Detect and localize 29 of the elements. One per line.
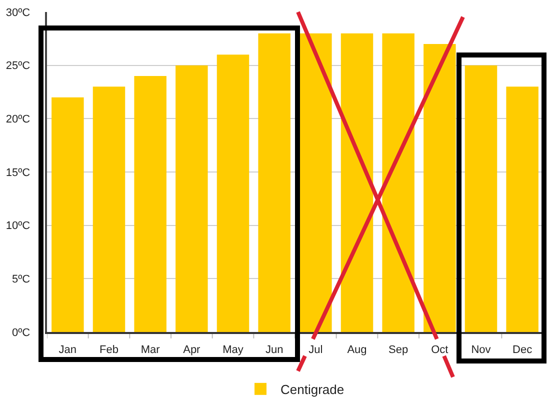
y-tick-label: 25ºC — [6, 60, 30, 72]
bar — [216, 54, 250, 332]
bar — [258, 33, 290, 332]
y-tick-label: 10ºC — [6, 220, 30, 232]
bar — [92, 86, 126, 332]
bar — [176, 65, 208, 332]
x-tick-label: Sep — [388, 344, 408, 356]
bar — [340, 33, 374, 332]
x-tick-label: Jan — [58, 344, 77, 356]
y-tick-label: 20ºC — [6, 114, 30, 126]
y-tick-label: 15ºC — [6, 166, 30, 179]
y-tick-label: 0ºC — [12, 326, 30, 339]
x-tick-label: Aug — [347, 344, 367, 356]
legend-label: Centigrade — [280, 382, 344, 397]
x-tick-label: Feb — [100, 344, 118, 356]
x-tick-label: Oct — [431, 344, 448, 356]
x-tick-label: Mar — [140, 344, 160, 356]
bar — [382, 33, 414, 332]
x-tick-label: Jun — [265, 344, 284, 356]
x-tick-label: Dec — [512, 344, 533, 356]
y-tick-label: 30ºC — [6, 6, 30, 19]
x-tick-label: Jul — [308, 344, 323, 356]
x-tick-label: Apr — [183, 344, 201, 356]
y-tick-label: 5ºC — [12, 274, 30, 286]
bar — [134, 76, 166, 332]
bar — [300, 33, 332, 332]
x-tick-label: Nov — [471, 344, 492, 356]
x-tick-label: May — [222, 344, 244, 356]
bar — [52, 97, 84, 332]
